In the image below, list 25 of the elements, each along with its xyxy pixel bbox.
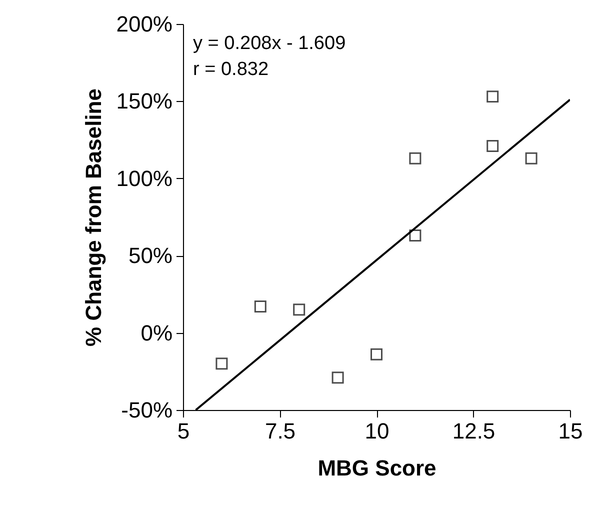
point: [409, 230, 422, 242]
y-tick-label: 50%: [128, 243, 172, 268]
x-tick-label: 10: [364, 418, 390, 444]
x-tick-label: 15: [558, 418, 583, 444]
x-axis-title: MBG Score: [318, 456, 436, 480]
point: [293, 304, 306, 316]
annotation: r = 0.832: [193, 59, 269, 80]
y-tick-label: 200%: [116, 12, 172, 36]
y-axis-title: % Change from Baseline: [81, 88, 106, 346]
y-tick-label: 100%: [116, 166, 172, 191]
x-tick-label: 7.5: [264, 418, 296, 444]
point: [486, 90, 499, 103]
annotation: y = 0.208x - 1.609: [193, 33, 346, 54]
point: [216, 358, 228, 370]
y-tick-label: -50%: [121, 398, 172, 422]
point: [525, 152, 538, 164]
point: [486, 140, 499, 152]
y-tick-label: 0%: [140, 320, 172, 346]
point: [370, 348, 382, 360]
point: [409, 152, 422, 164]
point: [254, 300, 266, 313]
point: [332, 372, 344, 384]
y-tick-label: 150%: [116, 88, 172, 114]
x-tick-label: 5: [177, 418, 190, 444]
x-tick-label: 12.5: [452, 418, 496, 444]
